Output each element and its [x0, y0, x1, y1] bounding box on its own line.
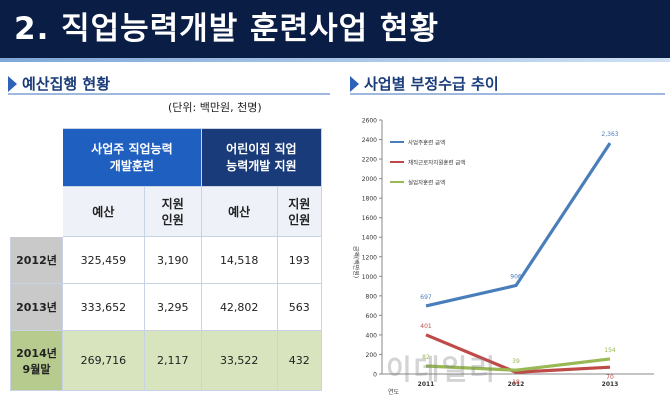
table-cell: 193	[276, 236, 323, 284]
y-tick-label: 2600	[362, 118, 377, 125]
data-label: 2,363	[601, 131, 618, 138]
table-cell: 2,117	[143, 330, 202, 391]
budget-section-heading-text: 예산집행 현황	[22, 75, 111, 93]
group-header-text: 사업주 직업능력 개발훈련	[91, 141, 173, 173]
table-cell: 269,716	[62, 330, 145, 391]
x-tick-label: 2011	[418, 381, 435, 388]
budget-table: 사업주 직업능력 개발훈련 어린이집 직업 능력개발 지원 예산 지원 인원 예산 지…	[10, 128, 323, 391]
sub-header-people: 지원 인원	[276, 186, 323, 237]
table-cell: 333,652	[62, 283, 145, 331]
title-underline	[0, 58, 670, 62]
y-tick-label: 600	[366, 313, 378, 320]
group-header-daycare-support: 어린이집 직업 능력개발 지원	[200, 128, 323, 187]
y-tick-label: 400	[366, 332, 378, 339]
y-tick-label: 800	[366, 293, 378, 300]
data-label: 697	[420, 294, 432, 301]
table-corner	[10, 186, 63, 237]
fraud-section-heading: 사업별 부정수급 추이	[350, 73, 665, 95]
table-row: 2012년 325,459 3,190 14,518 193	[10, 236, 323, 284]
table-cell: 325,459	[62, 236, 145, 284]
legend-entry: 재직근로자지원훈련 금액	[408, 159, 465, 167]
legend-entry: 사업주훈련 금액	[408, 139, 445, 147]
x-tick-label: 2012	[508, 381, 525, 388]
data-label: 82	[422, 354, 430, 361]
triangle-marker-icon	[350, 76, 359, 92]
fraud-section-heading-text: 사업별 부정수급 추이	[364, 75, 499, 93]
y-tick-label: 1600	[362, 215, 377, 222]
unit-note: (단위: 백만원, 천명)	[168, 101, 262, 114]
data-label: 39	[512, 358, 520, 365]
y-tick-label: 2000	[362, 176, 377, 183]
sub-header-budget: 예산	[62, 186, 145, 237]
table-cell: 33,522	[200, 330, 278, 391]
legend-entry: 실업자훈련 금액	[408, 179, 445, 187]
sub-header-budget: 예산	[200, 186, 278, 237]
table-cell: 432	[276, 330, 323, 391]
table-cell: 42,802	[200, 283, 278, 331]
y-tick-label: 1800	[362, 196, 377, 203]
table-row: 2013년 333,652 3,295 42,802 563	[10, 283, 323, 331]
table-corner	[10, 128, 63, 187]
series-line	[425, 357, 611, 372]
y-tick-label: 1200	[362, 254, 377, 261]
table-row: 2014년 9월말 269,716 2,117 33,522 432	[10, 330, 323, 391]
data-label: 906	[510, 273, 522, 280]
x-axis-title: 연도	[388, 388, 400, 396]
y-tick-label: 200	[366, 352, 378, 359]
page-title: 2. 직업능력개발 훈련사업 현황	[0, 0, 670, 58]
y-tick-label: 2400	[362, 137, 377, 144]
data-label: 70	[606, 374, 614, 381]
y-tick-label: 1400	[362, 235, 377, 242]
triangle-marker-icon	[8, 76, 17, 92]
table-cell: 3,190	[143, 236, 202, 284]
y-tick-label: 2200	[362, 157, 377, 164]
data-label: 18	[512, 379, 520, 386]
row-label: 2014년 9월말	[10, 330, 63, 391]
y-tick-label: 1000	[362, 274, 377, 281]
x-tick-label: 2013	[602, 381, 619, 388]
row-label: 2013년	[10, 283, 63, 331]
y-axis-title: 금액(백만원)	[352, 246, 360, 278]
data-label: 401	[420, 323, 432, 330]
watermark-text: 이데일리	[386, 353, 498, 386]
series-line	[425, 333, 611, 374]
table-cell: 3,295	[143, 283, 202, 331]
group-header-employer-training: 사업주 직업능력 개발훈련	[62, 128, 202, 187]
y-tick-label: 0	[373, 372, 377, 379]
row-label: 2012년	[10, 236, 63, 284]
series-line	[425, 142, 612, 308]
sub-header-people: 지원 인원	[143, 186, 202, 237]
budget-section-heading: 예산집행 현황	[8, 73, 330, 95]
fraud-line-chart: 0 200 400 600 800 1000 1200 1400 1600 1800 2000 220…	[352, 118, 654, 396]
data-label: 154	[604, 347, 616, 354]
table-cell: 563	[276, 283, 323, 331]
table-cell: 14,518	[200, 236, 278, 284]
group-header-text: 어린이집 직업 능력개발 지원	[226, 141, 297, 173]
